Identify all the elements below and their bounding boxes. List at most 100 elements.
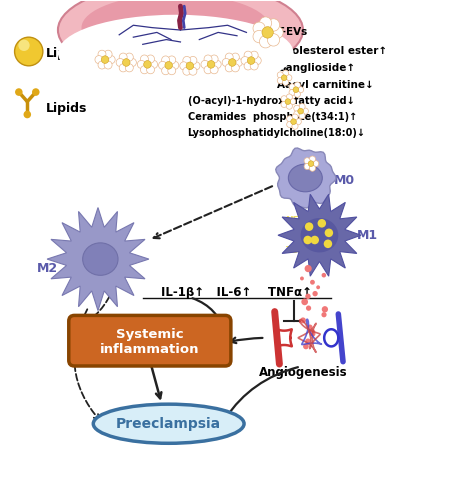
Text: Lipids: Lipids (46, 102, 88, 115)
Text: M0: M0 (334, 174, 355, 187)
Circle shape (201, 60, 209, 69)
Circle shape (15, 88, 23, 96)
Circle shape (307, 324, 313, 330)
Circle shape (291, 119, 296, 124)
Circle shape (150, 60, 157, 69)
Circle shape (140, 66, 148, 74)
Circle shape (313, 160, 319, 167)
Text: M1: M1 (357, 229, 378, 242)
FancyBboxPatch shape (69, 315, 231, 366)
Circle shape (107, 56, 115, 64)
Circle shape (119, 53, 127, 61)
Circle shape (304, 163, 310, 169)
Text: Angiogenesis: Angiogenesis (259, 366, 347, 380)
Circle shape (189, 57, 197, 64)
Polygon shape (276, 148, 336, 208)
Circle shape (325, 228, 333, 237)
Circle shape (285, 99, 291, 105)
Circle shape (298, 86, 304, 93)
Circle shape (298, 108, 303, 114)
Circle shape (286, 103, 292, 109)
Text: (O-acyl)-1-hydroxy fatty acid↓: (O-acyl)-1-hydroxy fatty acid↓ (188, 96, 354, 106)
Circle shape (287, 121, 293, 128)
Circle shape (204, 66, 212, 74)
Circle shape (253, 57, 261, 65)
Circle shape (104, 61, 112, 69)
Text: TLR-4: TLR-4 (286, 246, 315, 255)
Circle shape (222, 59, 230, 67)
Circle shape (241, 57, 249, 65)
Circle shape (186, 62, 194, 70)
Circle shape (294, 105, 300, 111)
Text: Aacyl carnitine↓: Aacyl carnitine↓ (277, 80, 374, 90)
Text: T-EVs: T-EVs (277, 27, 308, 37)
Circle shape (310, 280, 315, 285)
Text: IL-1β↑   IL-6↑    TNFα↑: IL-1β↑ IL-6↑ TNFα↑ (162, 286, 312, 299)
Ellipse shape (288, 164, 322, 192)
Circle shape (277, 77, 283, 84)
Circle shape (308, 161, 314, 167)
Circle shape (283, 79, 289, 85)
Circle shape (259, 17, 272, 29)
Circle shape (300, 317, 306, 324)
Circle shape (262, 27, 273, 38)
Circle shape (253, 30, 265, 43)
Circle shape (231, 53, 239, 61)
Circle shape (210, 55, 218, 63)
Circle shape (225, 64, 233, 72)
Circle shape (116, 59, 124, 67)
Circle shape (324, 240, 332, 248)
Circle shape (271, 26, 283, 38)
Circle shape (247, 57, 255, 64)
Circle shape (189, 67, 197, 75)
Circle shape (292, 123, 298, 129)
Circle shape (146, 55, 155, 63)
Circle shape (250, 62, 258, 70)
Circle shape (292, 114, 298, 120)
Circle shape (171, 61, 179, 70)
Circle shape (180, 62, 188, 70)
Circle shape (18, 39, 30, 51)
Circle shape (183, 67, 191, 75)
Circle shape (305, 294, 310, 299)
Circle shape (310, 236, 319, 244)
Circle shape (165, 61, 173, 69)
Circle shape (305, 338, 310, 344)
Circle shape (321, 273, 326, 277)
Ellipse shape (58, 0, 303, 78)
Circle shape (305, 265, 312, 272)
Circle shape (289, 89, 295, 96)
Circle shape (235, 59, 242, 67)
Circle shape (303, 344, 309, 349)
Circle shape (159, 61, 166, 70)
Circle shape (310, 165, 316, 171)
Circle shape (289, 84, 295, 90)
Circle shape (295, 119, 301, 125)
Circle shape (281, 101, 287, 108)
Circle shape (294, 91, 301, 97)
Circle shape (322, 306, 328, 312)
Circle shape (15, 37, 43, 66)
Circle shape (128, 59, 137, 67)
Circle shape (306, 305, 311, 311)
Circle shape (294, 82, 301, 88)
Text: Lysophosphatidylcholine(18:0)↓: Lysophosphatidylcholine(18:0)↓ (188, 128, 365, 138)
Circle shape (310, 331, 316, 337)
Circle shape (244, 62, 252, 70)
Text: inflammation: inflammation (100, 343, 200, 356)
Circle shape (244, 51, 252, 59)
Circle shape (104, 50, 112, 58)
Circle shape (231, 64, 239, 72)
Circle shape (125, 53, 133, 61)
Text: Systemic: Systemic (116, 328, 183, 341)
Text: M2: M2 (37, 262, 58, 275)
Circle shape (98, 50, 106, 58)
Circle shape (321, 312, 327, 317)
Circle shape (302, 108, 309, 114)
Circle shape (101, 56, 109, 63)
Circle shape (210, 66, 218, 74)
Text: Preeclampsia: Preeclampsia (116, 417, 221, 431)
Circle shape (183, 57, 191, 64)
Circle shape (146, 66, 155, 74)
Ellipse shape (93, 404, 244, 444)
